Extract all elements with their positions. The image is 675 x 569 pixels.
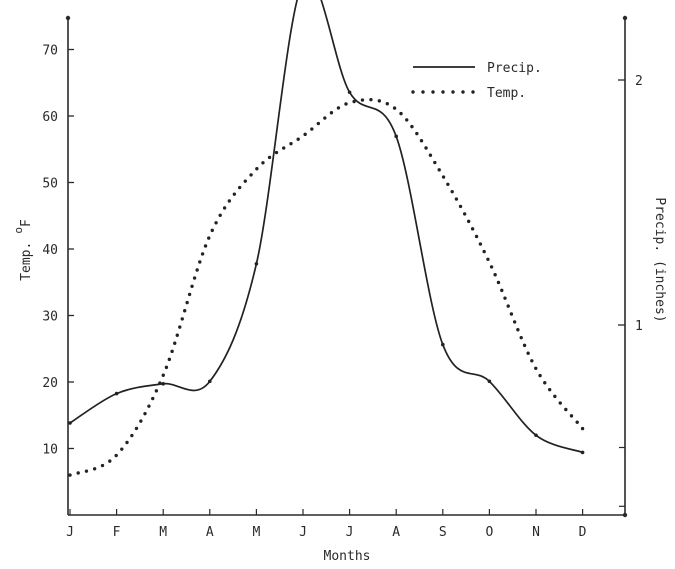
left-tick-label: 30 <box>42 310 58 325</box>
x-tick-label: J <box>299 525 307 540</box>
precip-point <box>394 135 398 139</box>
left-tick-label: 20 <box>42 376 58 391</box>
precip-point <box>534 433 538 437</box>
x-tick-label: M <box>252 525 260 540</box>
x-tick-label: N <box>532 525 540 540</box>
precip-point <box>581 451 585 455</box>
x-tick-label: F <box>113 525 121 540</box>
right-axis-bottom-dot <box>623 513 627 517</box>
x-tick-label: J <box>346 525 354 540</box>
precip-point <box>441 343 445 347</box>
x-tick-label: O <box>485 525 493 540</box>
precip-point <box>255 262 259 266</box>
precip-point <box>68 421 72 425</box>
legend: Precip. Temp. <box>413 61 542 101</box>
x-tick-label: M <box>159 525 167 540</box>
degree-symbol: o <box>12 227 25 234</box>
left-tick-label: 50 <box>42 177 58 192</box>
right-y-axis-title: Precip. (inches) <box>652 197 667 322</box>
x-axis-title: Months <box>324 549 371 564</box>
temp-line <box>70 100 583 475</box>
left-axis-end-dot <box>66 16 70 20</box>
x-tick-label: S <box>439 525 447 540</box>
precip-point <box>161 382 165 386</box>
x-tick-label: A <box>206 525 214 540</box>
left-tick-label: 40 <box>42 243 58 258</box>
axes: 10203040506070122.4JFMAMJJASOND <box>42 0 658 540</box>
left-tick-label: 10 <box>42 443 58 458</box>
legend-temp-label: Temp. <box>487 86 526 101</box>
left-tick-label: 70 <box>42 44 58 59</box>
precip-point <box>488 380 492 384</box>
x-tick-label: A <box>392 525 400 540</box>
right-tick-label: 2 <box>635 74 643 89</box>
right-axis-end-dot <box>623 16 627 20</box>
right-tick-label: 1 <box>635 319 643 334</box>
precip-point <box>348 90 352 94</box>
left-tick-label: 60 <box>42 110 58 125</box>
x-tick-label: J <box>66 525 74 540</box>
left-y-axis-title-unit: F <box>19 219 34 227</box>
legend-precip-label: Precip. <box>487 61 542 76</box>
precip-point <box>115 392 119 396</box>
precip-point <box>208 380 212 384</box>
x-tick-label: D <box>579 525 587 540</box>
left-y-axis-title-main: Temp. <box>19 242 34 281</box>
left-y-axis-title: Temp. oF <box>12 219 34 281</box>
